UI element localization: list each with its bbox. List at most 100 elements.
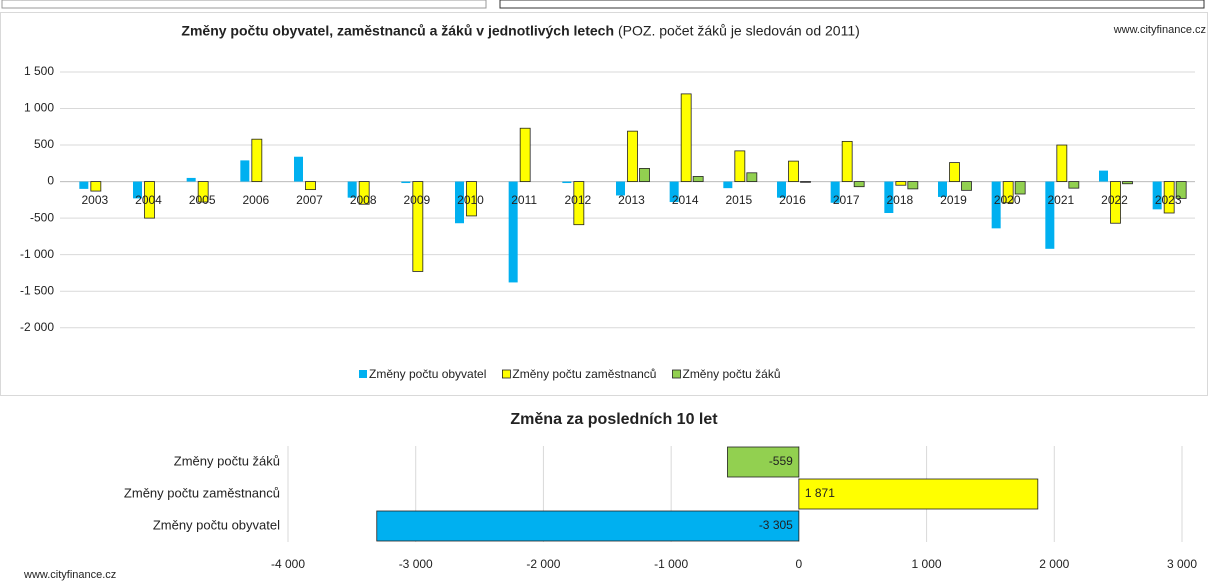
data-label: 1 871 bbox=[805, 486, 835, 500]
bar bbox=[798, 478, 1039, 510]
input-box[interactable] bbox=[1, 0, 487, 9]
x-tick-label: 2019 bbox=[940, 193, 967, 207]
bar bbox=[294, 156, 303, 182]
bar bbox=[639, 168, 650, 182]
legend-label: Změny počtu zaměstnanců bbox=[512, 367, 656, 381]
x-tick-label: 3 000 bbox=[1167, 557, 1197, 571]
bar bbox=[723, 181, 733, 189]
source: www.cityfinance.cz bbox=[1113, 24, 1206, 36]
x-tick-label: 2013 bbox=[618, 193, 645, 207]
bar bbox=[853, 181, 865, 188]
x-tick-label: 2007 bbox=[296, 193, 323, 207]
chart-frame bbox=[0, 12, 1208, 396]
bar bbox=[841, 140, 853, 182]
y-tick-label: -1 000 bbox=[20, 247, 54, 261]
bar bbox=[466, 181, 477, 217]
source: www.cityfinance.cz bbox=[23, 569, 116, 581]
x-tick-label: 2008 bbox=[350, 193, 377, 207]
bar bbox=[777, 181, 786, 198]
bar bbox=[830, 181, 840, 203]
bar bbox=[949, 162, 960, 182]
bar bbox=[1056, 144, 1068, 182]
bar bbox=[746, 172, 758, 182]
bar bbox=[907, 181, 919, 190]
x-tick-label: 2 000 bbox=[1039, 557, 1069, 571]
chart-title: Změny počtu obyvatel, zaměstnanců a žáků… bbox=[181, 23, 614, 39]
bar bbox=[1152, 181, 1162, 210]
x-tick-label: 2020 bbox=[994, 193, 1021, 207]
bar bbox=[692, 176, 704, 182]
bar bbox=[197, 181, 209, 203]
x-tick-label: 2003 bbox=[81, 193, 108, 207]
bar bbox=[884, 181, 894, 213]
bar bbox=[133, 181, 142, 199]
bar bbox=[519, 127, 531, 182]
y-tick-label: 0 bbox=[47, 174, 54, 188]
bar bbox=[144, 181, 155, 219]
bar bbox=[1014, 181, 1026, 195]
input-box[interactable] bbox=[499, 0, 1205, 9]
bar bbox=[1122, 181, 1133, 185]
bar bbox=[455, 181, 464, 224]
bar bbox=[961, 181, 972, 191]
bar bbox=[1068, 181, 1080, 189]
x-tick-label: -1 000 bbox=[654, 557, 688, 571]
bar bbox=[562, 181, 572, 184]
y-tick-label: 500 bbox=[34, 137, 54, 151]
x-tick-label: 2005 bbox=[189, 193, 216, 207]
x-tick-label: 2017 bbox=[833, 193, 860, 207]
x-tick-label: 2015 bbox=[725, 193, 752, 207]
legend-label: Změny počtu obyvatel bbox=[369, 367, 486, 381]
bar bbox=[376, 510, 800, 542]
bar bbox=[991, 181, 1001, 229]
x-tick-label: 2006 bbox=[242, 193, 269, 207]
legend-swatch bbox=[502, 369, 511, 379]
bar bbox=[616, 181, 625, 196]
x-tick-label: 2016 bbox=[779, 193, 806, 207]
bar bbox=[1163, 181, 1175, 214]
bar bbox=[79, 181, 89, 189]
bar bbox=[1099, 170, 1108, 182]
y-tick-label: -500 bbox=[30, 210, 54, 224]
x-tick-label: 2004 bbox=[135, 193, 162, 207]
x-tick-label: -3 000 bbox=[399, 557, 433, 571]
y-tick-label: 1 000 bbox=[24, 101, 54, 115]
data-label: -559 bbox=[769, 454, 793, 468]
x-tick-label: 2009 bbox=[403, 193, 430, 207]
y-tick-label: 1 500 bbox=[24, 64, 54, 78]
x-tick-label: 2014 bbox=[672, 193, 699, 207]
x-tick-label: 2011 bbox=[511, 193, 537, 207]
bar bbox=[727, 446, 800, 478]
bar bbox=[358, 181, 370, 205]
bar bbox=[1045, 181, 1055, 249]
x-tick-label: 2021 bbox=[1047, 193, 1074, 207]
bar bbox=[1175, 181, 1187, 199]
legend-swatch bbox=[672, 369, 681, 379]
x-tick-label: -4 000 bbox=[271, 557, 305, 571]
x-tick-label: 2022 bbox=[1101, 193, 1128, 207]
x-tick-label: 1 000 bbox=[912, 557, 942, 571]
bar bbox=[90, 181, 102, 192]
x-tick-label: 2023 bbox=[1155, 193, 1182, 207]
bar bbox=[895, 181, 907, 186]
legend-swatch bbox=[359, 370, 367, 378]
bar bbox=[938, 181, 947, 197]
category-label: Změny počtu obyvatel bbox=[153, 517, 280, 532]
bar bbox=[240, 160, 250, 182]
bar bbox=[1002, 181, 1014, 204]
bar bbox=[788, 160, 799, 182]
bar bbox=[734, 150, 746, 182]
x-tick-label: 2012 bbox=[564, 193, 591, 207]
chart-subtitle: (POZ. počet žáků je sledován od 2011) bbox=[618, 23, 860, 39]
bar bbox=[305, 181, 316, 191]
bar bbox=[508, 181, 518, 283]
bar bbox=[251, 138, 263, 182]
bar bbox=[1110, 181, 1121, 224]
x-tick-label: 0 bbox=[796, 557, 803, 571]
bar bbox=[412, 181, 424, 272]
category-label: Změny počtu zaměstnanců bbox=[124, 485, 280, 500]
category-label: Změny počtu žáků bbox=[174, 453, 280, 468]
x-tick-label: 2018 bbox=[886, 193, 913, 207]
bar bbox=[573, 181, 585, 226]
